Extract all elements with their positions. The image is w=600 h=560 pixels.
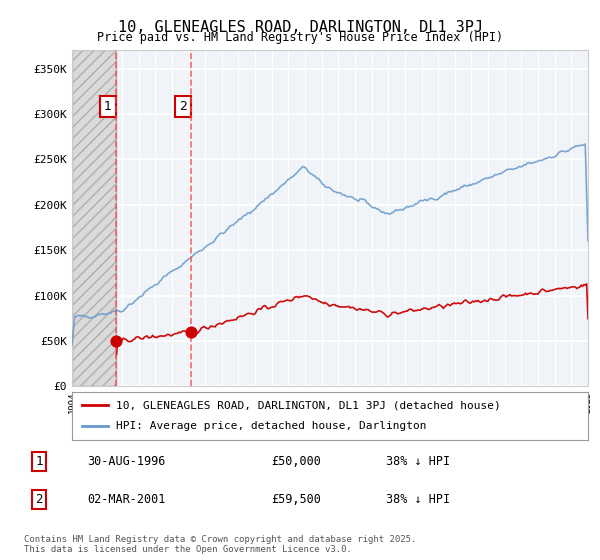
Bar — [72, 50, 116, 386]
Text: Price paid vs. HM Land Registry's House Price Index (HPI): Price paid vs. HM Land Registry's House … — [97, 31, 503, 44]
Text: 38% ↓ HPI: 38% ↓ HPI — [386, 455, 451, 468]
Text: 02-MAR-2001: 02-MAR-2001 — [87, 493, 165, 506]
Text: 30-AUG-1996: 30-AUG-1996 — [87, 455, 165, 468]
Text: 10, GLENEAGLES ROAD, DARLINGTON, DL1 3PJ (detached house): 10, GLENEAGLES ROAD, DARLINGTON, DL1 3PJ… — [116, 400, 500, 410]
Text: 38% ↓ HPI: 38% ↓ HPI — [386, 493, 451, 506]
Text: 2: 2 — [35, 493, 43, 506]
Text: 1: 1 — [35, 455, 43, 468]
Point — [112, 337, 121, 346]
Text: £59,500: £59,500 — [271, 493, 321, 506]
Text: £50,000: £50,000 — [271, 455, 321, 468]
Text: HPI: Average price, detached house, Darlington: HPI: Average price, detached house, Darl… — [116, 421, 427, 431]
Text: Contains HM Land Registry data © Crown copyright and database right 2025.
This d: Contains HM Land Registry data © Crown c… — [24, 535, 416, 554]
Text: 10, GLENEAGLES ROAD, DARLINGTON, DL1 3PJ: 10, GLENEAGLES ROAD, DARLINGTON, DL1 3PJ — [118, 20, 482, 35]
Point — [187, 328, 196, 337]
Text: 1: 1 — [104, 100, 112, 113]
Text: 2: 2 — [179, 100, 187, 113]
